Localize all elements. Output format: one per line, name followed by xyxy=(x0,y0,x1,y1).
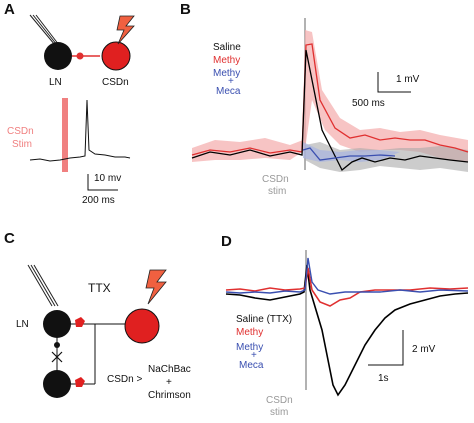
panel-c-letter: C xyxy=(4,230,15,247)
panel-c-ttx: TTX xyxy=(88,281,111,295)
panel-c-chrimson: Chrimson xyxy=(148,390,191,401)
synapse-hexagon-top xyxy=(75,317,85,327)
panel-d-letter: D xyxy=(221,233,232,250)
csdn-label: CSDn xyxy=(102,77,129,88)
stim-label-line1: CSDn xyxy=(7,126,34,137)
panel-c: C TTX LN CSDn > NaChBac + Chrimson xyxy=(4,230,191,401)
csdn-neuron xyxy=(101,41,131,71)
panel-d-legend-plus: + xyxy=(251,350,257,361)
panel-a-scalebar xyxy=(87,174,118,191)
panel-c-csdn: CSDn > xyxy=(107,374,142,385)
panel-b-stim-line2: stim xyxy=(268,186,286,197)
panel-a-scale-voltage: 10 mv xyxy=(94,173,121,184)
panel-d-legend-methy: Methy xyxy=(236,327,263,338)
panel-b-scale-voltage: 1 mV xyxy=(396,74,420,85)
panel-b-legend-plus: + xyxy=(228,76,234,87)
panel-b-scale-time: 500 ms xyxy=(352,98,385,109)
panel-d-legend-methy2: Methy xyxy=(236,342,263,353)
gap-junction-dot xyxy=(54,342,60,348)
ln-neuron-top xyxy=(43,310,71,338)
panel-b-scalebar xyxy=(377,72,411,93)
panel-d-stim-line1: CSDn xyxy=(266,395,293,406)
lightning-icon xyxy=(145,269,167,305)
panel-d-stim-line2: stim xyxy=(270,407,288,418)
lightning-icon xyxy=(116,15,135,45)
panel-b-legend-methy2: Methy xyxy=(213,68,240,79)
meca-error-band xyxy=(303,142,400,162)
saline-ttx-trace xyxy=(225,264,469,397)
panel-d-scale-time: 1s xyxy=(378,373,389,384)
panel-c-nachbac: NaChBac xyxy=(148,364,191,375)
csdn-neuron xyxy=(124,308,160,344)
panel-b-legend-meca: Meca xyxy=(216,86,241,97)
panel-d-scale-voltage: 2 mV xyxy=(412,344,436,355)
panel-c-ln-label: LN xyxy=(16,319,29,330)
methy-trace xyxy=(191,43,469,156)
electrode-icon xyxy=(27,264,59,307)
ln-label: LN xyxy=(49,77,62,88)
panel-b-stim-line1: CSDn xyxy=(262,174,289,185)
meca-trace xyxy=(225,257,469,295)
panel-b: B CSDn stim Saline Methy Methy + Meca 1 … xyxy=(180,1,469,197)
panel-a-trace xyxy=(29,99,131,162)
panel-d-legend-saline: Saline (TTX) xyxy=(236,314,292,325)
saline-trace xyxy=(191,49,469,172)
ln-neuron xyxy=(44,42,72,70)
ln-neuron-bottom xyxy=(43,370,71,398)
panel-d: D CSDn stim Saline (TTX) Methy Methy + M… xyxy=(221,233,469,418)
panel-b-legend-saline: Saline xyxy=(213,42,241,53)
stim-bar xyxy=(62,98,68,172)
panel-b-legend-methy: Methy xyxy=(213,55,240,66)
panel-d-legend-meca: Meca xyxy=(239,360,264,371)
block-x-icon xyxy=(51,351,63,363)
stim-label-line2: Stim xyxy=(12,139,32,150)
panel-a-scale-time: 200 ms xyxy=(82,195,115,206)
panel-b-letter: B xyxy=(180,1,191,18)
panel-d-scalebar xyxy=(368,330,404,366)
electrode-icon xyxy=(29,14,60,46)
panel-a-letter: A xyxy=(4,1,15,18)
synapse-terminal xyxy=(76,52,84,60)
meca-trace xyxy=(302,147,396,161)
synapse-hexagon-bottom xyxy=(75,377,85,387)
panel-c-plus: + xyxy=(166,377,172,388)
